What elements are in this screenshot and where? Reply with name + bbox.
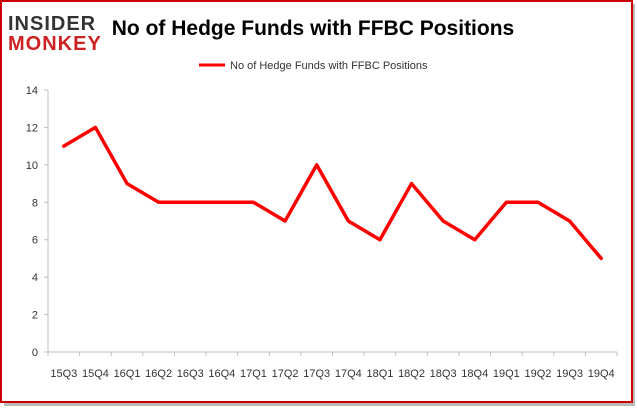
x-tick-label: 17Q3: [303, 368, 330, 380]
chart-title: No of Hedge Funds with FFBC Positions: [112, 17, 514, 40]
x-tick-label: 19Q2: [525, 368, 552, 380]
y-tick-label: 4: [32, 272, 38, 284]
y-tick-label: 8: [32, 197, 38, 209]
y-tick-label: 2: [32, 310, 38, 322]
y-tick-label: 12: [26, 122, 38, 134]
x-tick-label: 18Q1: [366, 368, 393, 380]
legend: No of Hedge Funds with FFBC Positions: [199, 60, 428, 72]
y-tick-label: 6: [32, 235, 38, 247]
data-point: [410, 182, 414, 186]
data-point: [125, 182, 129, 186]
x-tick-label: 18Q2: [398, 368, 425, 380]
data-point: [93, 125, 97, 129]
x-tick-label: 18Q4: [461, 368, 488, 380]
data-point: [378, 238, 382, 242]
x-tick-label: 17Q1: [240, 368, 267, 380]
x-tick-label: 19Q4: [588, 368, 615, 380]
legend-label: No of Hedge Funds with FFBC Positions: [230, 60, 428, 72]
data-point: [251, 200, 255, 204]
data-point: [62, 144, 66, 148]
x-tick-label: 17Q4: [335, 368, 362, 380]
data-point: [504, 200, 508, 204]
x-tick-label: 16Q1: [114, 368, 141, 380]
x-tick-label: 19Q3: [556, 368, 583, 380]
data-point: [188, 200, 192, 204]
insider-monkey-logo: INSIDER MONKEY: [8, 13, 102, 55]
y-tick-label: 0: [32, 347, 38, 359]
data-point: [315, 163, 319, 167]
data-point: [220, 200, 224, 204]
data-point: [568, 219, 572, 223]
logo-line-1: INSIDER: [8, 13, 96, 35]
data-point: [157, 200, 161, 204]
x-tick-label: 18Q3: [430, 368, 457, 380]
data-point: [283, 219, 287, 223]
x-tick-label: 17Q2: [272, 368, 299, 380]
x-tick-label: 19Q1: [493, 368, 520, 380]
data-point: [473, 238, 477, 242]
plot-area: [62, 125, 603, 261]
data-point: [536, 200, 540, 204]
data-point: [441, 219, 445, 223]
x-tick-label: 16Q4: [208, 368, 235, 380]
x-tick-label: 16Q2: [145, 368, 172, 380]
axes: 0 2 4 6 8 10 12 14 15Q3 15Q4 16Q1 16Q2 16Q3 16Q4 17Q1 1…: [26, 85, 618, 380]
logo-line-2: MONKEY: [8, 33, 102, 55]
data-point: [346, 219, 350, 223]
x-tick-label: 15Q4: [82, 368, 109, 380]
series-line: [62, 125, 603, 261]
x-tick-label: 16Q3: [177, 368, 204, 380]
y-tick-label: 14: [26, 85, 38, 97]
data-point: [599, 256, 603, 260]
y-tick-label: 10: [26, 160, 38, 172]
x-tick-label: 15Q3: [50, 368, 77, 380]
